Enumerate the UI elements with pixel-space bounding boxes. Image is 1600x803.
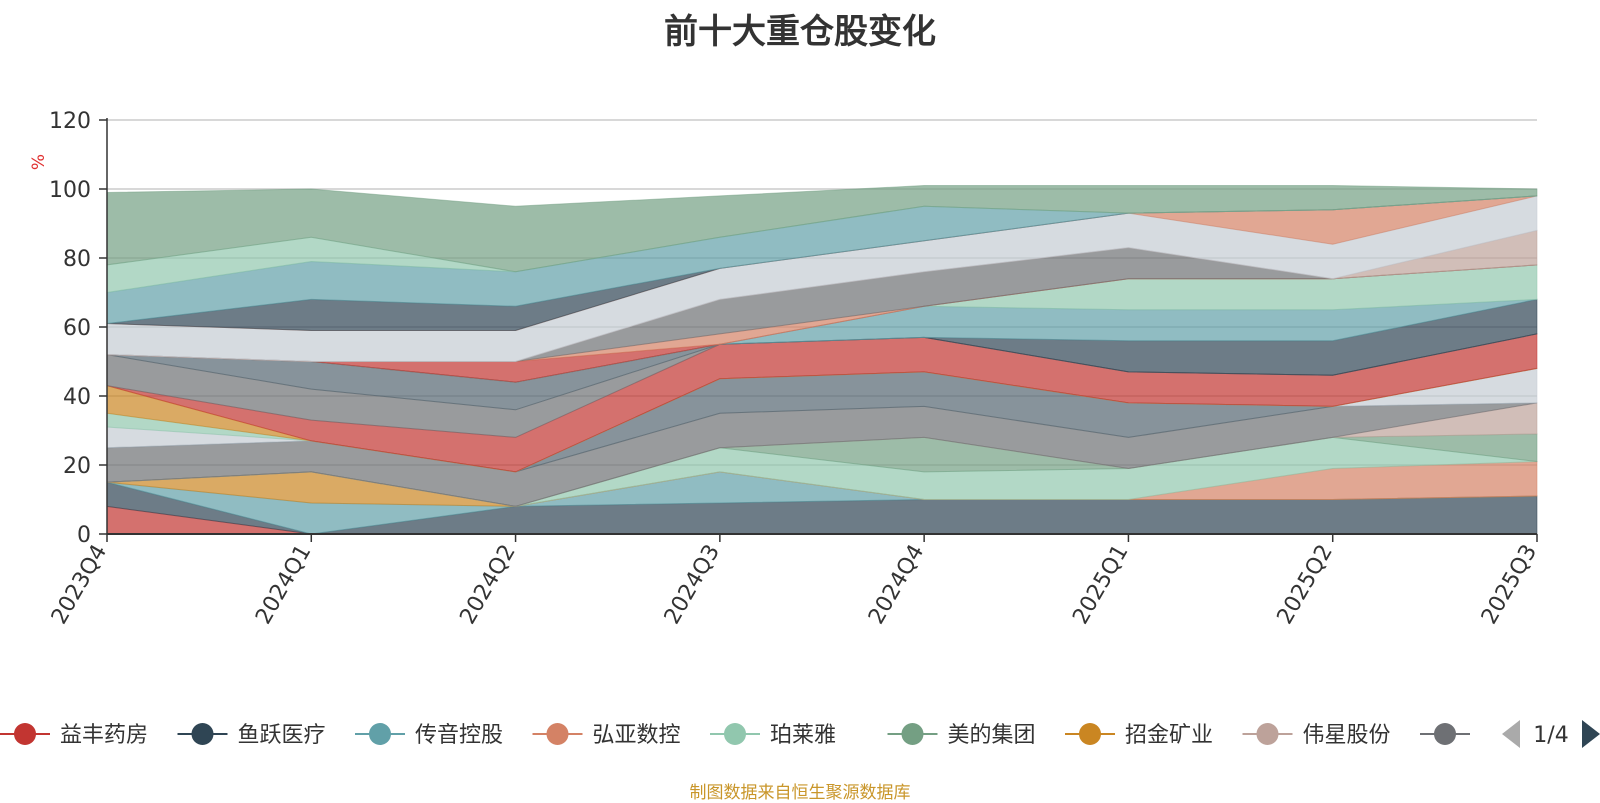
legend: 益丰药房 鱼跃医疗 传音控股 弘亚数控 珀莱雅 美的集团 招金矿业 伟星股份 万	[0, 723, 1502, 748]
legend-circle-icon[interactable]	[14, 723, 36, 745]
legend-pager: 1/4	[1502, 720, 1600, 748]
y-tick-label: 40	[63, 385, 91, 410]
x-tick-label: 2025Q3	[1477, 541, 1542, 629]
y-tick-label: 100	[49, 178, 91, 203]
legend-items: 益丰药房 鱼跃医疗 传音控股 弘亚数控 珀莱雅 美的集团 招金矿业 伟星股份 万	[0, 723, 1502, 748]
legend-circle-icon[interactable]	[901, 723, 924, 745]
x-tick-label: 2025Q1	[1068, 541, 1133, 629]
legend-page-indicator: 1/4	[1533, 723, 1568, 748]
legend-circle-icon[interactable]	[724, 723, 746, 745]
legend-label[interactable]: 弘亚数控	[593, 723, 681, 748]
y-tick-label: 60	[63, 316, 91, 341]
legend-label[interactable]: 美的集团	[948, 723, 1036, 748]
legend-item[interactable]: 美的集团	[887, 723, 1036, 748]
legend-circle-icon[interactable]	[1434, 723, 1456, 745]
legend-item[interactable]: 珀莱雅	[710, 723, 836, 748]
legend-item[interactable]: 招金矿业	[1065, 723, 1213, 748]
legend-label[interactable]: 珀莱雅	[770, 723, 836, 748]
y-tick-label: 0	[77, 523, 91, 548]
legend-item[interactable]: 弘亚数控	[532, 723, 681, 748]
legend-next-icon[interactable]	[1582, 720, 1600, 748]
legend-circle-icon[interactable]	[546, 723, 569, 745]
legend-item[interactable]: 鱼跃医疗	[177, 723, 326, 748]
x-tick-label: 2023Q4	[47, 541, 112, 629]
legend-item[interactable]: 益丰药房	[0, 723, 148, 748]
legend-circle-icon[interactable]	[1256, 723, 1279, 745]
legend-item[interactable]: 传音控股	[355, 723, 503, 748]
legend-circle-icon[interactable]	[1079, 723, 1101, 745]
y-tick-label: 80	[63, 247, 91, 272]
legend-label[interactable]: 伟星股份	[1303, 723, 1391, 748]
legend-prev-icon[interactable]	[1502, 720, 1520, 748]
legend-label[interactable]: 传音控股	[415, 723, 503, 748]
y-axis-label: %	[29, 154, 49, 170]
x-tick-label: 2025Q2	[1273, 541, 1338, 629]
legend-label[interactable]: 万	[1480, 723, 1502, 748]
area-series-28	[106, 185, 1538, 273]
source-note: 制图数据来自恒生聚源数据库	[689, 783, 911, 803]
y-tick-label: 20	[63, 454, 91, 479]
x-tick-label: 2024Q3	[660, 541, 725, 629]
legend-label[interactable]: 招金矿业	[1125, 723, 1213, 748]
legend-item[interactable]: 伟星股份	[1242, 723, 1391, 748]
legend-item[interactable]: 万	[1420, 723, 1502, 748]
y-tick-label: 120	[49, 109, 91, 134]
legend-label[interactable]: 鱼跃医疗	[238, 723, 326, 748]
legend-label[interactable]: 益丰药房	[60, 723, 148, 748]
chart-title: 前十大重仓股变化	[664, 12, 936, 52]
x-tick-label: 2024Q4	[864, 541, 929, 629]
x-tick-label: 2024Q2	[455, 541, 520, 629]
x-tick-label: 2024Q1	[251, 541, 316, 629]
stacked-area-series	[106, 185, 1538, 535]
legend-circle-icon[interactable]	[369, 723, 391, 745]
legend-circle-icon[interactable]	[191, 723, 214, 745]
